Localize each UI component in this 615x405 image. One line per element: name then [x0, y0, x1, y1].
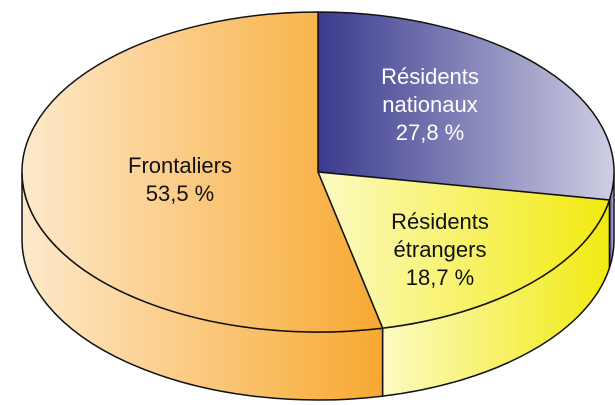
slice: [317, 11, 615, 201]
slice: [317, 171, 611, 329]
category-label: Frontaliers: [128, 153, 232, 178]
slice-label: Frontaliers 53,5 %: [95, 152, 265, 208]
slice: [21, 11, 384, 333]
slice-label: Résidents étrangers 18,7 %: [355, 208, 525, 292]
value-label: 27,8 %: [395, 120, 465, 145]
category-label: Résidents nationaux: [381, 64, 479, 117]
category-label: Résidents étrangers: [391, 209, 489, 262]
value-label: 18,7 %: [405, 265, 475, 290]
slice-label: Résidents nationaux 27,8 %: [345, 63, 515, 147]
value-label: 53,5 %: [145, 181, 215, 206]
